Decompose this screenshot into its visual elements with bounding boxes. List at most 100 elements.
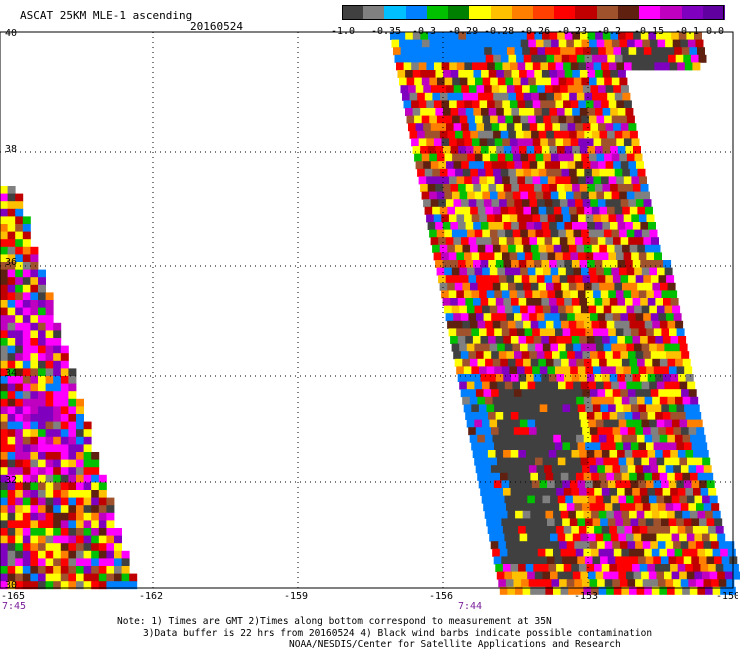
swath-cell bbox=[457, 298, 466, 306]
swath-cell bbox=[676, 518, 685, 527]
swath-cell bbox=[628, 199, 637, 208]
swath-cell bbox=[427, 146, 436, 154]
swath-cell bbox=[472, 62, 480, 71]
swath-cell bbox=[30, 421, 39, 430]
swath-cell bbox=[603, 343, 612, 352]
swath-cell bbox=[586, 412, 595, 420]
swath-cell bbox=[22, 550, 31, 559]
swath-cell bbox=[490, 153, 499, 162]
swath-cell bbox=[535, 457, 543, 466]
swath-cell bbox=[687, 381, 696, 390]
swath-cell bbox=[22, 406, 31, 415]
swath-cell bbox=[450, 108, 459, 116]
swath-cell bbox=[575, 85, 584, 94]
swath-cell bbox=[526, 70, 535, 78]
swath-cell bbox=[98, 558, 107, 567]
swath-cell bbox=[22, 231, 31, 240]
swath-cell bbox=[0, 246, 8, 255]
swath-cell bbox=[15, 307, 24, 316]
swath-cell bbox=[430, 161, 439, 170]
swath-cell bbox=[451, 267, 460, 276]
swath-cell bbox=[456, 138, 465, 147]
swath-cell bbox=[622, 244, 631, 253]
swath-cell bbox=[682, 358, 691, 367]
swath-cell bbox=[494, 214, 503, 223]
swath-cell bbox=[605, 161, 614, 170]
swath-cell bbox=[648, 571, 657, 580]
swath-cell bbox=[453, 123, 462, 132]
swath-cell bbox=[565, 229, 574, 238]
swath-cell bbox=[453, 237, 462, 246]
swath-cell bbox=[494, 176, 503, 185]
swath-cell bbox=[15, 246, 24, 255]
swath-cell bbox=[494, 100, 503, 109]
swath-cell bbox=[465, 336, 474, 344]
swath-cell bbox=[508, 282, 516, 291]
swath-cell bbox=[438, 85, 447, 94]
swath-cell bbox=[22, 543, 31, 552]
swath-cell bbox=[464, 176, 473, 185]
swath-cell bbox=[515, 548, 523, 557]
swath-cell bbox=[495, 374, 504, 382]
swath-cell bbox=[60, 490, 69, 498]
swath-cell bbox=[488, 412, 496, 420]
swath-cell bbox=[15, 512, 24, 521]
swath-cell bbox=[649, 457, 657, 466]
swath-cell bbox=[466, 32, 474, 40]
swath-cell bbox=[516, 54, 525, 63]
swath-cell bbox=[640, 184, 649, 192]
swath-cell bbox=[697, 472, 706, 481]
swath-cell bbox=[565, 533, 574, 542]
swath-cell bbox=[543, 77, 552, 86]
swath-cell bbox=[623, 176, 632, 185]
swath-cell bbox=[532, 252, 541, 261]
swath-cell bbox=[606, 282, 615, 291]
swath-cell bbox=[591, 358, 600, 367]
swath-cell bbox=[565, 381, 574, 390]
swath-cell bbox=[497, 457, 505, 466]
swath-cell bbox=[7, 452, 16, 460]
swath-cell bbox=[494, 442, 502, 451]
swath-cell bbox=[507, 320, 516, 329]
swath-cell bbox=[608, 214, 617, 223]
swath-cell bbox=[38, 398, 46, 407]
swath-cell bbox=[38, 406, 46, 415]
swath-cell bbox=[0, 398, 8, 407]
swath-cell bbox=[682, 586, 691, 595]
swath-cell bbox=[591, 548, 599, 557]
swath-cell bbox=[513, 541, 522, 550]
swath-cell bbox=[480, 374, 489, 382]
swath-cell bbox=[462, 320, 471, 329]
swath-cell bbox=[584, 282, 592, 291]
swath-cell bbox=[22, 383, 31, 392]
swath-cell bbox=[30, 368, 39, 377]
swath-cell bbox=[632, 450, 641, 458]
swath-cell bbox=[467, 115, 476, 124]
swath-cell bbox=[618, 457, 627, 466]
swath-cell bbox=[7, 201, 16, 210]
swath-cell bbox=[550, 495, 559, 504]
swath-cell bbox=[490, 191, 498, 200]
swath-cell bbox=[625, 32, 634, 40]
swath-cell bbox=[699, 442, 708, 451]
swath-cell bbox=[517, 176, 526, 185]
swath-cell bbox=[551, 465, 560, 474]
swath-cell bbox=[402, 92, 410, 101]
swath-cell bbox=[538, 434, 547, 443]
swath-cell bbox=[604, 579, 613, 588]
swath-cell bbox=[534, 571, 543, 580]
swath-cell bbox=[556, 184, 565, 192]
swath-cell bbox=[22, 368, 31, 377]
swath-cell bbox=[83, 490, 92, 498]
swath-cell bbox=[617, 298, 626, 306]
swath-cell bbox=[667, 282, 676, 291]
swath-cell bbox=[98, 512, 107, 521]
swath-cell bbox=[585, 480, 594, 489]
swath-cell bbox=[426, 214, 435, 223]
swath-cell bbox=[564, 108, 573, 116]
swath-cell bbox=[0, 391, 8, 400]
swath-cell bbox=[428, 32, 436, 40]
swath-cell bbox=[665, 579, 674, 588]
swath-cell bbox=[524, 480, 533, 489]
swath-cell bbox=[504, 495, 513, 504]
